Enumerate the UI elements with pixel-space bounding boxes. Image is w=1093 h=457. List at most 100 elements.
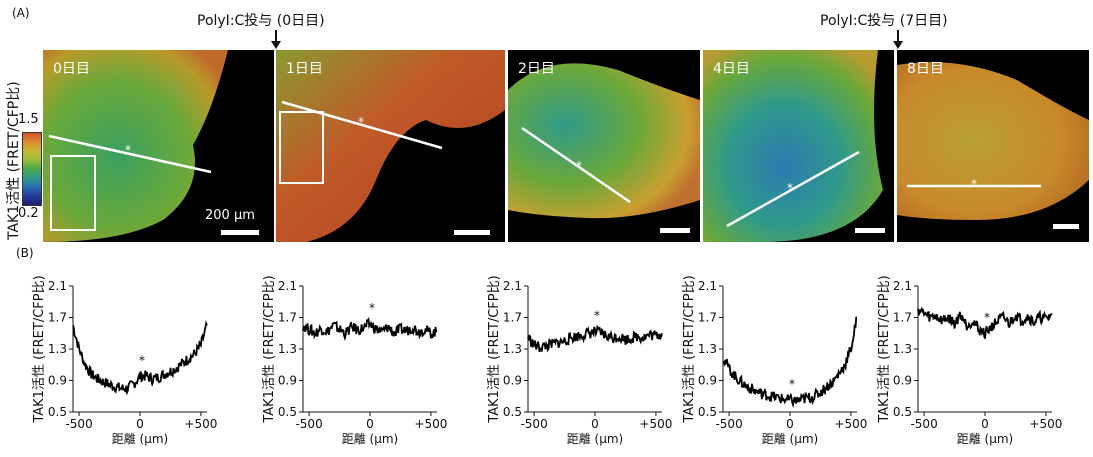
- y-tick-label: 2.1: [893, 279, 912, 293]
- y-tick-label: 0.5: [48, 405, 67, 419]
- panel-label-a: (A): [12, 6, 30, 20]
- chart-0: 2.1 1.7 1.3 0.9 0.5-500 0 +500 距離 (μm) TAK1活性 (F…: [32, 275, 217, 446]
- y-tick-label: 0.9: [278, 374, 297, 388]
- y-tick-label: 0.5: [278, 405, 297, 419]
- x-tick-label: -500: [520, 417, 547, 431]
- treatment-arrow-day0-line: [275, 30, 277, 42]
- y-tick-label: 0.9: [698, 374, 717, 388]
- x-tick-label: +500: [414, 417, 447, 431]
- chart-2: 2.1 1.7 1.3 0.9 0.5-500 0 +500 距離 (μm) TAK1活性 (F…: [487, 275, 672, 446]
- colorbar-max-label: 1.5: [18, 112, 39, 127]
- y-axis-label: TAK1活性 (FRET/CFP比): [487, 275, 502, 423]
- y-tick-label: 0.9: [503, 374, 522, 388]
- series-line: [917, 306, 1053, 339]
- series-line: [527, 324, 663, 353]
- series-line: [722, 316, 858, 409]
- y-tick-label: 0.5: [503, 405, 522, 419]
- scale-bar: [660, 228, 690, 233]
- micrograph-day-label: 0日目: [53, 61, 90, 77]
- svg-text:*: *: [576, 159, 582, 173]
- micrograph-day4: * 4日目: [703, 50, 894, 242]
- micrograph-day-label: 2日目: [518, 61, 555, 77]
- y-tick-label: 1.3: [48, 342, 67, 356]
- treatment-arrow-day7-line: [897, 30, 899, 42]
- x-tick-label: +500: [834, 417, 867, 431]
- colorbar-min-label: 0.2: [18, 206, 39, 221]
- svg-text:*: *: [125, 143, 131, 157]
- svg-text:*: *: [358, 115, 364, 129]
- y-axis-label: TAK1活性 (FRET/CFP比): [877, 275, 892, 423]
- treatment-label-day0: PolyI:C投与 (0日目): [197, 13, 325, 29]
- micrograph-day2: * 2日目: [508, 50, 700, 242]
- micrograph-day0: * 0日目 200 μm: [43, 50, 274, 242]
- chart-1: 2.1 1.7 1.3 0.9 0.5-500 0 +500 距離 (μm) TAK1活性 (F…: [262, 275, 447, 446]
- x-tick-label: 0: [591, 417, 599, 431]
- micrograph-day-label: 4日目: [713, 61, 750, 77]
- treatment-arrow-day7-head: [893, 41, 903, 49]
- treatment-label-day7: PolyI:C投与 (7日目): [820, 13, 948, 29]
- x-axis-label: 距離 (μm): [762, 432, 819, 446]
- x-tick-label: -500: [65, 417, 92, 431]
- y-tick-label: 0.9: [48, 374, 67, 388]
- series-line: [302, 316, 438, 342]
- y-tick-label: 0.5: [698, 405, 717, 419]
- chart-3: 2.1 1.7 1.3 0.9 0.5-500 0 +500 距離 (μm) TAK1活性 (F…: [682, 275, 867, 446]
- y-axis-label: TAK1活性 (FRET/CFP比): [32, 275, 47, 423]
- y-tick-label: 0.5: [893, 405, 912, 419]
- x-tick-label: +500: [639, 417, 672, 431]
- x-tick-label: 0: [366, 417, 374, 431]
- panel-label-b: (B): [16, 246, 34, 260]
- micrograph-day-label: 1日目: [286, 61, 323, 77]
- scale-bar-label: 200 μm: [205, 208, 255, 223]
- x-axis-label: 距離 (μm): [567, 432, 624, 446]
- y-tick-label: 1.7: [503, 311, 522, 325]
- micrograph-day-label: 8日目: [907, 61, 944, 77]
- treatment-arrow-day0-head: [271, 41, 281, 49]
- x-axis-label: 距離 (μm): [342, 432, 399, 446]
- y-tick-label: 2.1: [48, 279, 67, 293]
- y-tick-label: 1.7: [278, 311, 297, 325]
- x-axis-label: 距離 (μm): [112, 432, 169, 446]
- scale-bar: [1053, 224, 1079, 229]
- scale-bar: [855, 228, 885, 233]
- y-tick-label: 1.3: [698, 342, 717, 356]
- x-tick-label: +500: [1029, 417, 1062, 431]
- y-tick-label: 1.7: [893, 311, 912, 325]
- center-star: *: [594, 309, 600, 323]
- x-tick-label: 0: [786, 417, 794, 431]
- y-tick-label: 0.9: [893, 374, 912, 388]
- center-star: *: [789, 377, 795, 391]
- micrograph-day0-image: *: [43, 50, 228, 242]
- colorbar: [22, 132, 42, 206]
- x-tick-label: +500: [184, 417, 217, 431]
- x-axis-label: 距離 (μm): [957, 432, 1014, 446]
- micrograph-day1-image: *: [276, 50, 505, 242]
- series-line: [72, 319, 208, 396]
- center-star: *: [984, 310, 990, 324]
- chart-4: 2.1 1.7 1.3 0.9 0.5-500 0 +500 距離 (μm) TAK1活性 (F…: [877, 275, 1062, 446]
- x-tick-label: -500: [295, 417, 322, 431]
- micrograph-day2-image: *: [508, 63, 700, 219]
- y-tick-label: 1.7: [48, 311, 67, 325]
- x-tick-label: -500: [715, 417, 742, 431]
- center-star: *: [139, 354, 145, 368]
- y-tick-label: 2.1: [278, 279, 297, 293]
- svg-text:*: *: [787, 181, 793, 195]
- scale-bar: [221, 230, 259, 235]
- y-tick-label: 2.1: [503, 279, 522, 293]
- micrograph-day1: * 1日目: [276, 50, 505, 242]
- y-axis-label: TAK1活性 (FRET/CFP比): [682, 275, 697, 423]
- y-tick-label: 2.1: [698, 279, 717, 293]
- x-tick-label: 0: [136, 417, 144, 431]
- y-tick-label: 1.3: [893, 342, 912, 356]
- x-tick-label: -500: [910, 417, 937, 431]
- micrograph-day8-image: *: [897, 62, 1089, 221]
- x-tick-label: 0: [981, 417, 989, 431]
- scale-bar: [454, 230, 490, 235]
- y-tick-label: 1.3: [278, 342, 297, 356]
- y-tick-label: 1.3: [503, 342, 522, 356]
- svg-text:*: *: [971, 177, 977, 191]
- y-tick-label: 1.7: [698, 311, 717, 325]
- micrograph-day8: * 8日目: [897, 50, 1089, 242]
- y-axis-label: TAK1活性 (FRET/CFP比): [262, 275, 277, 423]
